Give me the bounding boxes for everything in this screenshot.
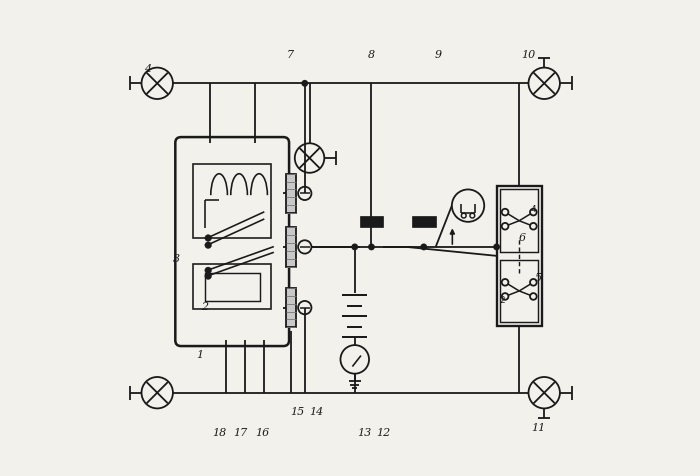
Circle shape bbox=[205, 235, 211, 241]
Bar bbox=[286, 228, 296, 267]
Bar bbox=[500, 260, 538, 322]
Circle shape bbox=[205, 267, 211, 274]
Circle shape bbox=[295, 143, 324, 173]
Circle shape bbox=[530, 209, 537, 216]
Text: 15: 15 bbox=[290, 407, 304, 417]
Text: 17: 17 bbox=[233, 428, 248, 438]
Circle shape bbox=[298, 187, 312, 200]
Circle shape bbox=[205, 242, 211, 248]
Circle shape bbox=[368, 244, 374, 250]
Bar bbox=[496, 186, 542, 326]
Circle shape bbox=[502, 293, 508, 300]
Circle shape bbox=[502, 223, 508, 229]
Text: 2: 2 bbox=[202, 302, 209, 312]
Text: 7: 7 bbox=[287, 50, 294, 60]
Text: 8: 8 bbox=[368, 50, 375, 60]
Bar bbox=[193, 264, 272, 309]
Text: 3: 3 bbox=[173, 254, 180, 265]
Text: 5: 5 bbox=[535, 273, 542, 284]
Circle shape bbox=[528, 68, 560, 99]
Circle shape bbox=[298, 301, 312, 314]
Bar bbox=[412, 216, 435, 227]
Bar bbox=[500, 189, 538, 252]
Circle shape bbox=[452, 189, 484, 222]
Circle shape bbox=[530, 293, 537, 300]
Circle shape bbox=[502, 279, 508, 286]
Text: 2: 2 bbox=[500, 296, 505, 305]
Text: 9: 9 bbox=[435, 50, 442, 60]
Circle shape bbox=[530, 223, 537, 229]
Circle shape bbox=[298, 240, 312, 254]
Circle shape bbox=[530, 279, 537, 286]
Bar bbox=[193, 164, 272, 238]
Bar bbox=[205, 273, 260, 301]
Circle shape bbox=[205, 273, 211, 279]
Bar bbox=[286, 288, 296, 327]
Circle shape bbox=[302, 80, 308, 87]
Text: 1: 1 bbox=[197, 349, 204, 360]
Circle shape bbox=[494, 244, 500, 250]
Bar bbox=[360, 216, 384, 227]
Text: 13: 13 bbox=[357, 428, 372, 438]
Text: 4: 4 bbox=[531, 205, 536, 214]
Circle shape bbox=[528, 377, 560, 408]
Text: 14: 14 bbox=[309, 407, 324, 417]
Text: 6: 6 bbox=[519, 233, 526, 243]
Text: 16: 16 bbox=[255, 428, 269, 438]
Circle shape bbox=[340, 345, 369, 374]
Text: 4: 4 bbox=[144, 64, 151, 74]
Circle shape bbox=[351, 244, 358, 250]
Bar bbox=[286, 174, 296, 213]
Text: 18: 18 bbox=[212, 428, 226, 438]
Circle shape bbox=[421, 244, 427, 250]
Text: 10: 10 bbox=[522, 50, 536, 60]
Text: 12: 12 bbox=[376, 428, 391, 438]
Circle shape bbox=[502, 209, 508, 216]
Circle shape bbox=[141, 377, 173, 408]
Circle shape bbox=[141, 68, 173, 99]
Text: 11: 11 bbox=[531, 423, 545, 434]
